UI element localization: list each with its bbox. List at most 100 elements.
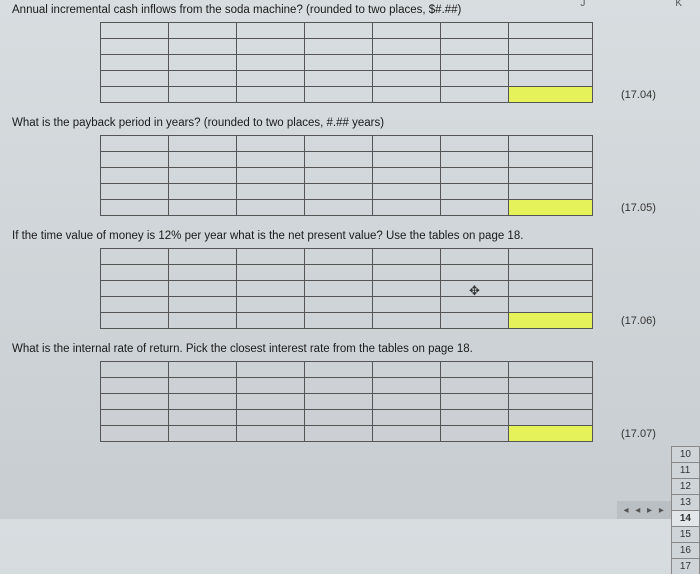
grid-cell[interactable]: [305, 281, 373, 297]
grid-cell[interactable]: [509, 265, 593, 281]
grid-cell[interactable]: [373, 23, 441, 39]
grid-cell[interactable]: [373, 249, 441, 265]
grid-cell[interactable]: [509, 136, 593, 152]
grid-cell[interactable]: [509, 297, 593, 313]
grid-cell[interactable]: [101, 200, 169, 216]
grid-cell[interactable]: [441, 394, 509, 410]
grid-cell[interactable]: [373, 394, 441, 410]
grid-cell[interactable]: [169, 362, 237, 378]
grid-cell[interactable]: [237, 184, 305, 200]
grid-cell[interactable]: [373, 55, 441, 71]
answer-cell[interactable]: [509, 313, 593, 329]
grid-cell[interactable]: [169, 184, 237, 200]
grid-cell[interactable]: [169, 378, 237, 394]
grid-cell[interactable]: [305, 168, 373, 184]
grid-cell[interactable]: [373, 71, 441, 87]
sheet-tab[interactable]: 13: [671, 494, 700, 510]
grid-cell[interactable]: [101, 39, 169, 55]
grid-cell[interactable]: [441, 23, 509, 39]
grid-cell[interactable]: [509, 249, 593, 265]
grid-cell[interactable]: [305, 23, 373, 39]
grid-cell[interactable]: [441, 249, 509, 265]
grid-cell[interactable]: [237, 265, 305, 281]
grid-cell[interactable]: [169, 71, 237, 87]
grid-cell[interactable]: [441, 410, 509, 426]
grid-cell[interactable]: [305, 362, 373, 378]
grid-cell[interactable]: [509, 281, 593, 297]
grid-cell[interactable]: [305, 249, 373, 265]
grid-cell[interactable]: [305, 87, 373, 103]
grid-cell[interactable]: [169, 136, 237, 152]
grid-cell[interactable]: [509, 55, 593, 71]
grid-cell[interactable]: [101, 152, 169, 168]
grid-cell[interactable]: [237, 136, 305, 152]
grid-cell[interactable]: [305, 200, 373, 216]
grid-cell[interactable]: [373, 410, 441, 426]
sheet-tab[interactable]: 11: [671, 462, 700, 478]
grid-cell[interactable]: [101, 426, 169, 442]
grid-cell[interactable]: [101, 378, 169, 394]
sheet-tab[interactable]: 16: [671, 542, 700, 558]
grid-cell[interactable]: [441, 39, 509, 55]
grid-cell[interactable]: [441, 313, 509, 329]
grid-cell[interactable]: [373, 281, 441, 297]
grid-cell[interactable]: [509, 152, 593, 168]
grid-cell[interactable]: [169, 410, 237, 426]
grid-cell[interactable]: [305, 394, 373, 410]
grid-cell[interactable]: [305, 136, 373, 152]
grid-cell[interactable]: [101, 394, 169, 410]
grid-cell[interactable]: [237, 168, 305, 184]
grid-cell[interactable]: [305, 39, 373, 55]
grid-cell[interactable]: [169, 394, 237, 410]
grid-cell[interactable]: [373, 265, 441, 281]
grid-cell[interactable]: [101, 362, 169, 378]
grid-cell[interactable]: [101, 136, 169, 152]
grid-cell[interactable]: [101, 410, 169, 426]
grid-cell[interactable]: [509, 168, 593, 184]
grid-cell[interactable]: [237, 362, 305, 378]
sheet-tab[interactable]: 12: [671, 478, 700, 494]
grid-cell[interactable]: [305, 297, 373, 313]
grid-cell[interactable]: [169, 200, 237, 216]
grid-cell[interactable]: [169, 87, 237, 103]
grid-cell[interactable]: [101, 249, 169, 265]
grid-cell[interactable]: [237, 200, 305, 216]
grid-cell[interactable]: [441, 281, 509, 297]
grid-cell[interactable]: [509, 362, 593, 378]
grid-cell[interactable]: [237, 313, 305, 329]
grid-cell[interactable]: [169, 265, 237, 281]
sheet-tab[interactable]: 17: [671, 558, 700, 574]
grid-cell[interactable]: [169, 249, 237, 265]
grid-cell[interactable]: [169, 39, 237, 55]
grid-cell[interactable]: [373, 136, 441, 152]
grid-cell[interactable]: [101, 23, 169, 39]
grid-cell[interactable]: [237, 71, 305, 87]
grid-cell[interactable]: [441, 265, 509, 281]
grid-cell[interactable]: [373, 426, 441, 442]
grid-cell[interactable]: [373, 152, 441, 168]
grid-cell[interactable]: [101, 168, 169, 184]
grid-cell[interactable]: [237, 23, 305, 39]
grid-cell[interactable]: [373, 200, 441, 216]
grid-cell[interactable]: [509, 71, 593, 87]
grid-cell[interactable]: [237, 410, 305, 426]
grid-cell[interactable]: [509, 394, 593, 410]
grid-cell[interactable]: [101, 184, 169, 200]
grid-cell[interactable]: [305, 426, 373, 442]
grid-cell[interactable]: [305, 184, 373, 200]
grid-cell[interactable]: [101, 297, 169, 313]
grid-cell[interactable]: [441, 55, 509, 71]
grid-cell[interactable]: [373, 297, 441, 313]
grid-cell[interactable]: [441, 426, 509, 442]
grid-cell[interactable]: [169, 168, 237, 184]
sheet-tab[interactable]: 10: [671, 446, 700, 462]
answer-cell[interactable]: [509, 87, 593, 103]
grid-cell[interactable]: [305, 378, 373, 394]
grid-cell[interactable]: [305, 410, 373, 426]
grid-cell[interactable]: [509, 39, 593, 55]
grid-cell[interactable]: [169, 281, 237, 297]
grid-cell[interactable]: [237, 87, 305, 103]
grid-cell[interactable]: [101, 265, 169, 281]
sheet-tab[interactable]: 15: [671, 526, 700, 542]
grid-cell[interactable]: [169, 313, 237, 329]
